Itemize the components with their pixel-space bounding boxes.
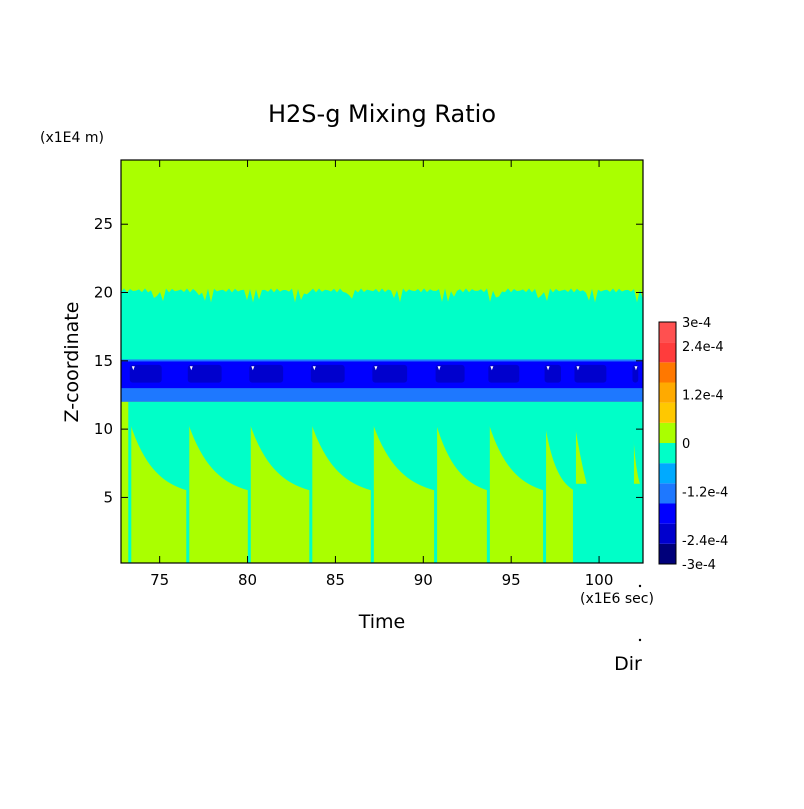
white-marker bbox=[490, 366, 494, 371]
x-tick-label: 100 bbox=[585, 571, 614, 589]
colorbar-swatch bbox=[659, 422, 676, 443]
cycle-streak bbox=[370, 401, 374, 563]
deep-pocket bbox=[129, 364, 162, 383]
x-tick-label: 85 bbox=[326, 571, 345, 589]
colorbar-swatch bbox=[659, 362, 676, 383]
colorbar-label: 3e-4 bbox=[682, 316, 711, 331]
y-tick-label: 15 bbox=[94, 352, 113, 370]
cycle-streak bbox=[486, 401, 490, 563]
deep-pocket bbox=[187, 364, 222, 383]
depletion-wedge bbox=[187, 401, 250, 491]
deep-pocket bbox=[435, 364, 465, 383]
y-tick-label: 25 bbox=[94, 215, 113, 233]
depletion-wedge bbox=[488, 401, 545, 491]
plot-area bbox=[121, 160, 643, 563]
deep-pocket bbox=[544, 364, 562, 383]
colorbar-label: 1.2e-4 bbox=[682, 389, 724, 404]
depletion-wedge bbox=[129, 401, 188, 491]
colorbar-frame bbox=[658, 321, 677, 565]
deep-pocket bbox=[488, 364, 520, 383]
white-marker bbox=[634, 366, 638, 371]
y-axis-label: Z-coordinate bbox=[61, 302, 83, 423]
white-marker bbox=[437, 366, 441, 371]
depletion-wedge bbox=[372, 401, 436, 491]
cycle-streak bbox=[128, 401, 132, 563]
x-tick-label: 80 bbox=[238, 571, 257, 589]
cycle-streak bbox=[247, 401, 251, 563]
colorbar-swatch bbox=[659, 402, 676, 423]
colorbar-swatch bbox=[659, 543, 676, 564]
colorbar-swatch bbox=[659, 342, 676, 363]
deep-pocket bbox=[310, 364, 345, 383]
colorbar-swatch bbox=[659, 483, 676, 504]
y-tick-label: 20 bbox=[94, 284, 113, 302]
white-marker bbox=[131, 366, 135, 371]
depletion-wedge bbox=[632, 401, 643, 491]
x-tick-label: 75 bbox=[150, 571, 169, 589]
colorbar-label: 2.4e-4 bbox=[682, 340, 724, 355]
colorbar-swatch bbox=[659, 523, 676, 544]
dot-marker bbox=[638, 638, 642, 642]
cycle-streak bbox=[309, 401, 313, 563]
y-axis: 5 10 15 20 25 bbox=[94, 215, 643, 506]
colorbar-label: -2.4e-4 bbox=[682, 534, 728, 549]
depletion-wedge bbox=[435, 401, 489, 491]
deep-pocket bbox=[632, 364, 639, 383]
cycle-streak bbox=[572, 401, 576, 563]
cycle-streak bbox=[630, 401, 634, 563]
depletion-wedge bbox=[310, 401, 373, 491]
white-marker bbox=[374, 366, 378, 371]
x-tick-label: 95 bbox=[502, 571, 521, 589]
y-unit-label: (x1E4 m) bbox=[40, 130, 104, 146]
cycle-streak bbox=[434, 401, 438, 563]
deep-pocket bbox=[574, 364, 607, 383]
colorbar-swatch bbox=[659, 322, 676, 343]
colorbar-label: 0 bbox=[682, 437, 690, 452]
x-unit-label: (x1E6 sec) bbox=[580, 591, 654, 607]
depleted-region bbox=[574, 483, 643, 563]
colorbar-label: -3e-4 bbox=[682, 558, 716, 573]
y-tick-label: 5 bbox=[103, 488, 113, 506]
colorbar-swatch bbox=[659, 463, 676, 484]
cycle-streak bbox=[543, 401, 547, 563]
colorbar: 3e-4 2.4e-4 1.2e-4 0 -1.2e-4 -2.4e-4 -3e-4 bbox=[658, 316, 728, 573]
y-tick-label: 10 bbox=[94, 420, 113, 438]
white-marker bbox=[546, 366, 550, 371]
x-tick-label: 90 bbox=[414, 571, 433, 589]
white-marker bbox=[312, 366, 316, 371]
depletion-wedge bbox=[249, 401, 311, 491]
deep-pocket bbox=[249, 364, 284, 383]
cycle-streak bbox=[186, 401, 190, 563]
white-marker bbox=[251, 366, 255, 371]
x-axis: 75 80 85 90 95 100 bbox=[150, 160, 613, 589]
chart-title: H2S-g Mixing Ratio bbox=[268, 100, 496, 128]
colorbar-swatch bbox=[659, 382, 676, 403]
colorbar-swatch bbox=[659, 443, 676, 464]
upper-mixing-band bbox=[121, 288, 643, 361]
x-axis-label: Time bbox=[358, 611, 406, 633]
interface-line bbox=[121, 359, 643, 362]
dot-marker bbox=[638, 584, 642, 588]
depletion-wedge bbox=[544, 401, 575, 491]
deep-pocket bbox=[372, 364, 408, 383]
colorbar-swatch bbox=[659, 503, 676, 524]
plot-frame bbox=[120, 159, 644, 564]
colorbar-label: -1.2e-4 bbox=[682, 485, 728, 500]
white-marker bbox=[189, 366, 193, 371]
dir-label: Dir bbox=[614, 653, 642, 675]
white-marker bbox=[576, 366, 580, 371]
